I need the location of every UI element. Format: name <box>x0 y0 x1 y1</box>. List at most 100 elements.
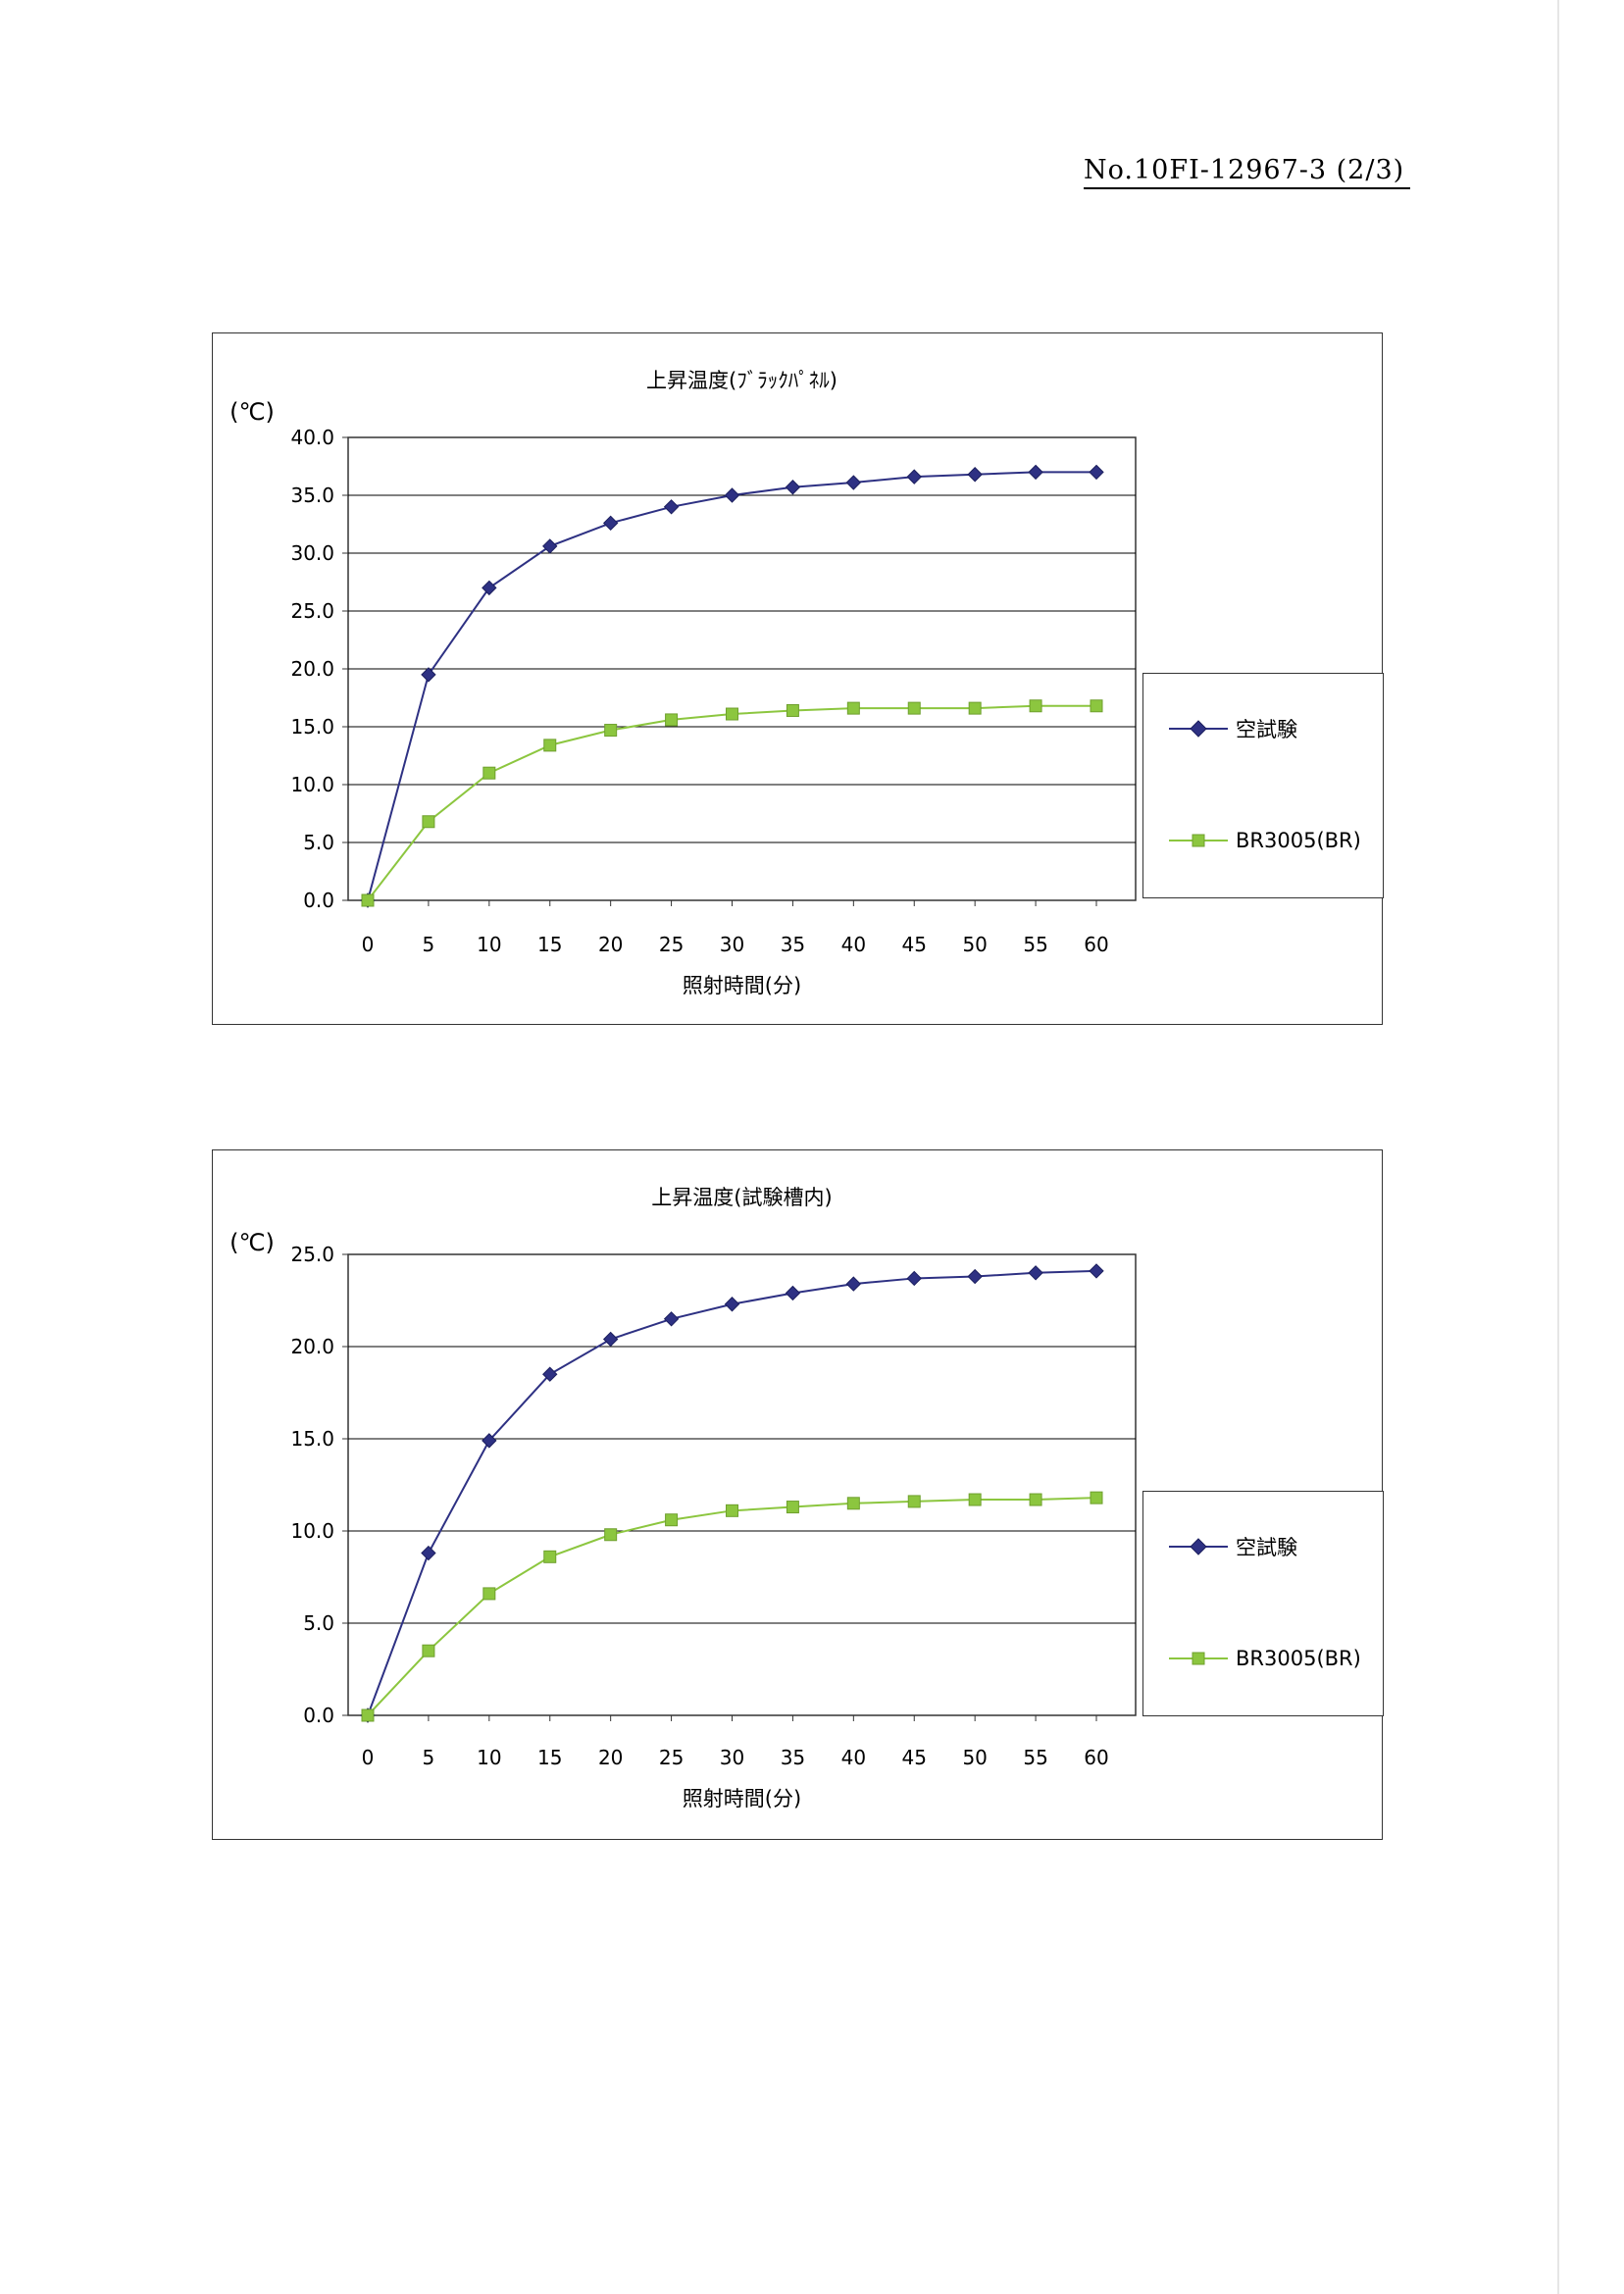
data-point-square <box>422 815 435 829</box>
x-tick-label: 30 <box>720 1746 744 1769</box>
chart-title: 上昇温度(試験槽内) <box>651 1186 832 1209</box>
legend-label: 空試験 <box>1236 718 1297 741</box>
x-axis-title: 照射時間(分) <box>683 1787 801 1810</box>
square-marker-icon <box>1169 834 1228 847</box>
x-tick-label: 15 <box>537 933 562 956</box>
x-tick-label: 55 <box>1023 933 1047 956</box>
data-point-square <box>1090 1491 1103 1504</box>
y-tick-label: 25.0 <box>290 1243 334 1266</box>
chart-legend: 空試験 BR3005(BR) <box>1142 673 1384 898</box>
data-point-diamond <box>482 1433 497 1449</box>
x-tick-label: 25 <box>659 933 684 956</box>
data-point-square <box>786 1501 799 1514</box>
data-point-diamond <box>724 487 740 503</box>
x-tick-label: 5 <box>423 933 435 956</box>
unit-label: (℃) <box>229 1229 275 1256</box>
legend-label: BR3005(BR) <box>1236 1647 1361 1670</box>
x-tick-label: 60 <box>1084 1746 1108 1769</box>
data-point-square <box>786 703 799 717</box>
y-tick-label: 20.0 <box>290 657 334 681</box>
data-point-diamond <box>1089 1263 1104 1279</box>
x-tick-label: 45 <box>902 1746 927 1769</box>
x-tick-label: 35 <box>781 933 805 956</box>
data-point-square <box>726 1504 738 1517</box>
data-point-square <box>846 1497 860 1510</box>
chart-title: 上昇温度(ﾌﾞﾗｯｸﾊﾟﾈﾙ) <box>646 369 837 392</box>
chart-black-panel: 上昇温度(ﾌﾞﾗｯｸﾊﾟﾈﾙ) (℃) 0.0 5.0 10.0 15.0 20.0 25.0… <box>212 332 1384 1025</box>
legend-label: BR3005(BR) <box>1236 829 1361 852</box>
data-point-diamond <box>602 1331 619 1348</box>
data-point-square <box>361 893 375 907</box>
y-tick-label: 40.0 <box>290 426 334 449</box>
unit-label: (℃) <box>229 398 275 426</box>
data-point-square <box>665 713 679 727</box>
x-axis-title: 照射時間(分) <box>683 974 801 997</box>
page-edge <box>1557 0 1559 2294</box>
data-point-square <box>1029 699 1042 713</box>
y-tick-label: 0.0 <box>303 1704 334 1727</box>
data-point-square <box>968 701 982 715</box>
legend-item-blank-test: 空試験 <box>1169 1532 1297 1561</box>
data-point-diamond <box>542 538 558 554</box>
y-tick-label: 15.0 <box>290 1427 334 1451</box>
x-tick-label: 40 <box>841 1746 866 1769</box>
data-point-square <box>543 1550 557 1563</box>
data-point-square <box>907 1495 921 1508</box>
legend-item-br3005: BR3005(BR) <box>1169 1644 1361 1673</box>
chart-svg: 上昇温度(試験槽内) (℃) 0.0 5.0 10.0 15.0 20.0 25.0 0 5 10 1… <box>229 1186 1137 1810</box>
data-point-square <box>665 1513 679 1527</box>
data-point-diamond <box>1028 1265 1043 1281</box>
y-tick-label: 30.0 <box>290 541 334 565</box>
data-point-square <box>846 701 860 715</box>
x-tick-label: 5 <box>423 1746 435 1769</box>
data-point-diamond <box>1028 464 1043 481</box>
x-tick-label: 25 <box>659 1746 684 1769</box>
chart-svg: 上昇温度(ﾌﾞﾗｯｸﾊﾟﾈﾙ) (℃) 0.0 5.0 10.0 15.0 20.0 25.0… <box>229 369 1137 997</box>
plot-area <box>347 1253 1137 1716</box>
diamond-marker-icon <box>1169 720 1228 738</box>
x-tick-label: 0 <box>362 933 375 956</box>
x-tick-label: 0 <box>362 1746 375 1769</box>
y-tick-label: 10.0 <box>290 773 334 796</box>
chart-legend: 空試験 BR3005(BR) <box>1142 1491 1384 1716</box>
data-point-square <box>726 707 738 721</box>
x-tick-label: 20 <box>598 933 623 956</box>
data-point-diamond <box>602 515 619 532</box>
data-point-diamond <box>663 499 680 515</box>
y-tick-label: 25.0 <box>290 599 334 623</box>
data-point-diamond <box>845 475 862 490</box>
square-marker-icon <box>1169 1652 1228 1665</box>
chart-test-chamber: 上昇温度(試験槽内) (℃) 0.0 5.0 10.0 15.0 20.0 25.0 0 5 10 1… <box>212 1149 1384 1840</box>
y-tick-label: 20.0 <box>290 1335 334 1358</box>
data-point-square <box>604 1528 618 1542</box>
x-tick-label: 35 <box>781 1746 805 1769</box>
y-tick-label: 10.0 <box>290 1519 334 1543</box>
data-point-square <box>422 1644 435 1657</box>
document-number: No.10FI-12967-3 (2/3) <box>1084 155 1411 189</box>
data-point-square <box>1029 1493 1042 1506</box>
x-tick-label: 40 <box>841 933 866 956</box>
data-point-diamond <box>906 1270 922 1287</box>
x-tick-label: 10 <box>477 1746 501 1769</box>
data-point-diamond <box>542 1366 558 1382</box>
x-tick-label: 50 <box>962 933 987 956</box>
data-point-square <box>907 701 921 715</box>
x-tick-label: 15 <box>537 1746 562 1769</box>
data-point-square <box>1090 699 1103 713</box>
data-point-diamond <box>845 1276 862 1292</box>
data-point-diamond <box>421 1545 436 1561</box>
y-tick-label: 5.0 <box>303 1611 334 1635</box>
x-tick-label: 10 <box>477 933 501 956</box>
data-point-diamond <box>724 1297 740 1312</box>
data-point-diamond <box>967 467 983 483</box>
data-point-square <box>968 1493 982 1506</box>
y-tick-label: 5.0 <box>303 831 334 854</box>
data-point-diamond <box>785 1285 801 1301</box>
x-tick-label: 45 <box>902 933 927 956</box>
data-point-diamond <box>785 480 801 495</box>
y-tick-label: 0.0 <box>303 889 334 912</box>
data-point-diamond <box>482 580 497 596</box>
data-point-diamond <box>1089 464 1104 481</box>
diamond-marker-icon <box>1169 1538 1228 1555</box>
data-point-square <box>361 1708 375 1722</box>
